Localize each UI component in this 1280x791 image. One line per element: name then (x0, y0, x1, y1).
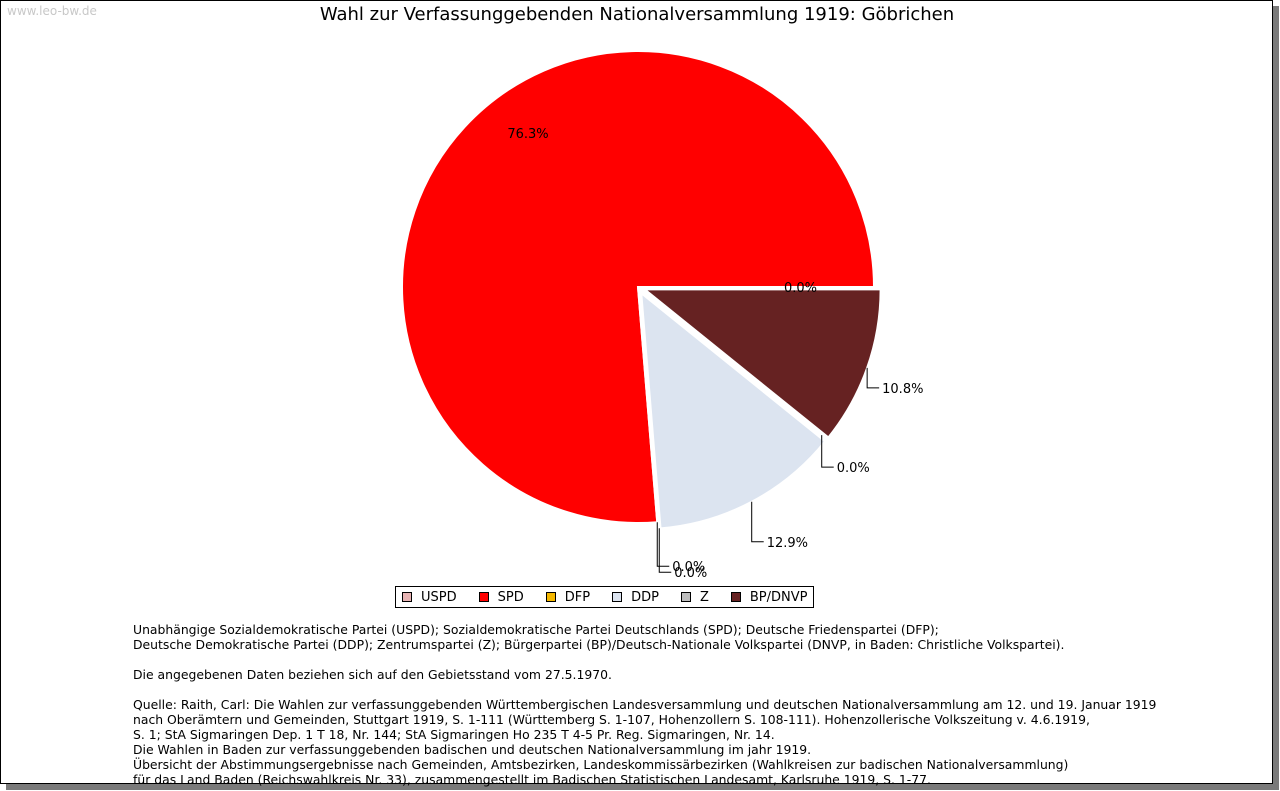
legend: USPD SPD DFP DDP Z BP/DNVP (395, 586, 815, 608)
legend-item-dfp: DFP (545, 589, 591, 605)
callout-line-bp-dnvp (866, 367, 880, 389)
notes-parties-line-2: Deutsche Demokratische Partei (DDP); Zen… (133, 637, 1065, 652)
legend-item-spd: SPD (478, 589, 524, 605)
legend-label-spd: SPD (497, 589, 524, 605)
data-label-dfp: 0.0% (672, 560, 705, 575)
data-label-bp-dnvp: 10.8% (882, 382, 923, 397)
notes-source-line-5: Übersicht der Abstimmungsergebnisse nach… (133, 757, 1069, 772)
data-label-boundary: 0.0% (674, 566, 707, 581)
legend-swatch-uspd (402, 592, 412, 602)
legend-label-z: Z (699, 589, 709, 605)
legend-label-ddp: DDP (631, 589, 659, 605)
pie-slice-bp-dnvp (641, 288, 882, 439)
legend-item-z: Z (680, 589, 709, 605)
legend-item-ddp: DDP (612, 590, 659, 605)
pie-slice-dfp (637, 286, 659, 523)
notes-source-line-4: Die Wahlen in Baden zur verfassunggebend… (133, 742, 812, 757)
notes-parties-line-1: Unabhängige Sozialdemokratische Partei (… (133, 622, 939, 637)
legend-label-dfp: DFP (564, 589, 591, 605)
legend-label-uspd: USPD (421, 589, 457, 605)
pie-slice-z (637, 286, 823, 436)
data-label-ddp: 12.9% (767, 536, 808, 551)
legend-swatch-bp-dnvp (730, 592, 741, 602)
callout-line-dfp (656, 522, 670, 567)
notes-source-line-3: S. 1; StA Sigmaringen Dep. 1 T 18, Nr. 1… (133, 727, 775, 742)
data-label-z: 0.0% (837, 461, 870, 476)
legend-item-bp-dnvp: BP/DNVP (730, 589, 808, 605)
pie-slice-spd (401, 50, 876, 524)
legend-swatch-dfp (545, 592, 556, 602)
watermark: www.leo-bw.de (7, 4, 97, 18)
data-label-uspd: 0.0% (784, 281, 817, 296)
callout-line-ddp (751, 501, 764, 543)
notes-source-line-2: nach Oberämtern und Gemeinden, Stuttgart… (133, 712, 1090, 727)
notes-source-line-1: Quelle: Raith, Carl: Die Wahlen zur verf… (133, 697, 1157, 712)
pie-slice-ddp (640, 290, 827, 530)
data-label-spd: 76.3% (507, 127, 548, 142)
legend-swatch-z (680, 592, 691, 602)
notes: Unabhängige Sozialdemokratische Partei (… (133, 622, 1233, 787)
legend-swatch-spd (478, 592, 489, 602)
legend-item-uspd: USPD (402, 590, 457, 605)
callout-line-z (821, 435, 834, 468)
legend-label-bp-dnvp: BP/DNVP (749, 589, 808, 605)
callout-line-spd-ddp-boundary (658, 528, 672, 573)
legend-swatch-ddp (612, 592, 623, 602)
notes-source-line-6: für das Land Baden (Reichswahlkreis Nr. … (133, 772, 931, 787)
chart-title: Wahl zur Verfassunggebenden Nationalvers… (319, 4, 955, 25)
notes-territory: Die angegebenen Daten beziehen sich auf … (133, 667, 612, 682)
